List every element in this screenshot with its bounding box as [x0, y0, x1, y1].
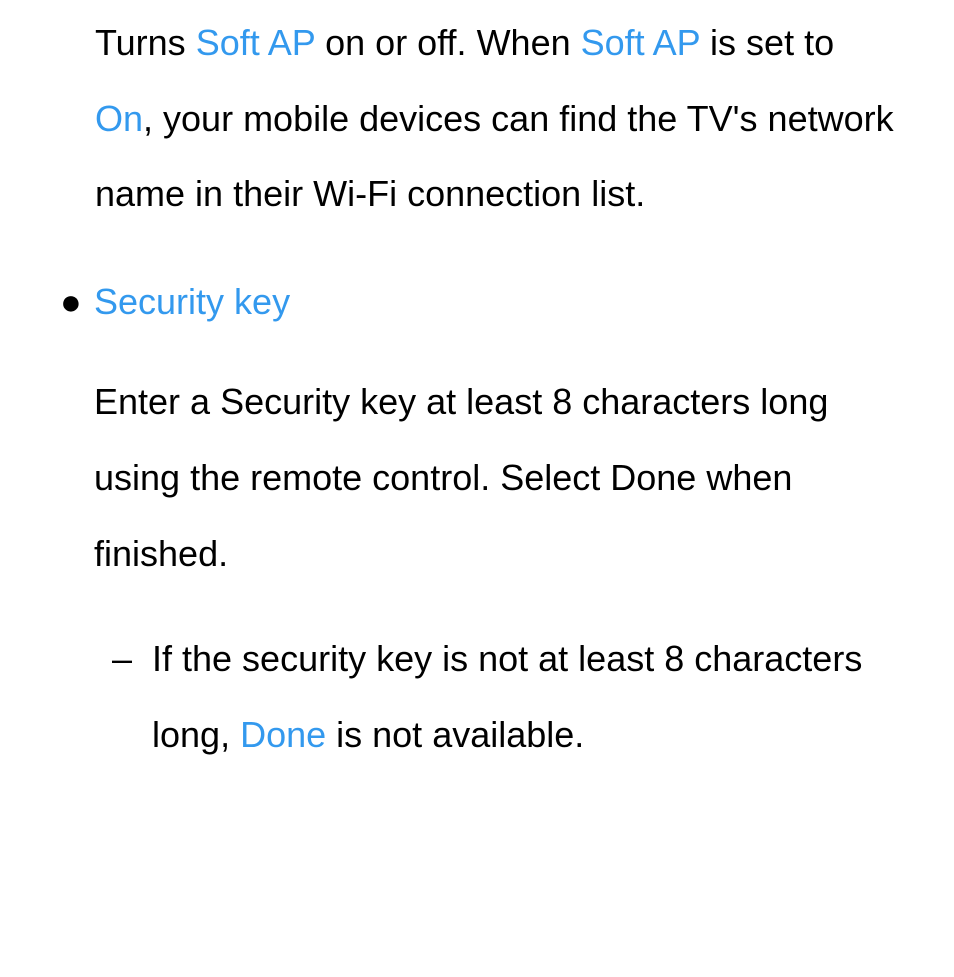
security-key-heading: Security key — [94, 264, 290, 340]
on-link: On — [95, 98, 143, 139]
text-segment: Turns — [95, 22, 196, 63]
text-segment: on or off. When — [315, 22, 580, 63]
dash-marker-icon: – — [112, 621, 152, 697]
soft-ap-link: Soft AP — [581, 22, 700, 63]
soft-ap-link: Soft AP — [196, 22, 315, 63]
security-key-description: Enter a Security key at least 8 characte… — [60, 364, 894, 591]
dash-content: If the security key is not at least 8 ch… — [152, 621, 894, 772]
text-segment: is not available. — [326, 714, 584, 755]
dash-item: – If the security key is not at least 8 … — [112, 621, 894, 772]
text-segment: is set to — [700, 22, 834, 63]
document-content: Turns Soft AP on or off. When Soft AP is… — [60, 5, 894, 772]
bullet-marker-icon: ● — [60, 270, 94, 320]
bullet-item: ● Security key — [60, 264, 894, 340]
soft-ap-description: Turns Soft AP on or off. When Soft AP is… — [60, 5, 894, 232]
text-segment: , your mobile devices can find the TV's … — [95, 98, 894, 215]
sub-note-section: – If the security key is not at least 8 … — [60, 621, 894, 772]
done-link: Done — [240, 714, 326, 755]
security-key-section: ● Security key Enter a Security key at l… — [60, 264, 894, 773]
